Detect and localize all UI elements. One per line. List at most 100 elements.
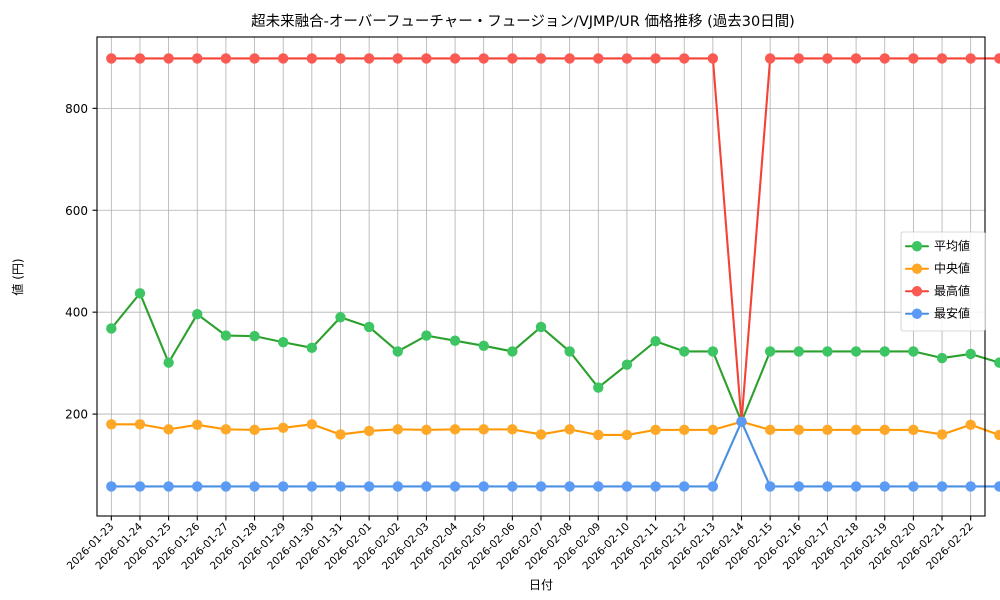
legend-swatch-marker bbox=[911, 263, 923, 274]
data-point-marker bbox=[277, 337, 289, 348]
data-point-marker bbox=[994, 429, 1000, 441]
legend-item-0[interactable]: 平均値 bbox=[904, 238, 970, 253]
data-point-marker bbox=[478, 481, 489, 492]
data-point-marker bbox=[679, 481, 690, 492]
data-point-marker bbox=[220, 330, 232, 341]
data-point-marker bbox=[965, 419, 976, 430]
data-point-marker bbox=[564, 346, 575, 357]
data-point-marker bbox=[908, 424, 919, 436]
data-point-marker bbox=[363, 321, 375, 333]
data-point-marker bbox=[449, 53, 461, 64]
data-point-marker bbox=[449, 335, 461, 346]
data-point-marker bbox=[793, 53, 805, 64]
legend-item-2[interactable]: 最高値 bbox=[904, 283, 970, 298]
legend-label: 最高値 bbox=[934, 283, 970, 298]
x-axis-label: 日付 bbox=[529, 578, 553, 592]
data-point-marker bbox=[764, 424, 776, 436]
data-point-marker bbox=[507, 346, 518, 357]
data-point-marker bbox=[965, 481, 976, 492]
data-point-marker bbox=[306, 481, 318, 492]
chart-title: 超未来融合-オーバーフューチャー・フュージョン/VJMP/UR 価格推移 (過去… bbox=[251, 13, 795, 30]
data-point-marker bbox=[908, 53, 919, 64]
data-point-marker bbox=[134, 288, 146, 299]
y-tick-label: 400 bbox=[65, 306, 88, 320]
data-point-marker bbox=[535, 321, 547, 333]
data-point-marker bbox=[449, 481, 461, 492]
data-point-marker bbox=[850, 424, 862, 436]
data-point-marker bbox=[277, 481, 289, 492]
data-point-marker bbox=[535, 53, 547, 64]
data-point-marker bbox=[736, 416, 747, 427]
legend-background bbox=[900, 231, 986, 332]
data-point-marker bbox=[421, 330, 432, 341]
data-point-marker bbox=[363, 53, 375, 64]
y-axis-label: 値 (円) bbox=[10, 258, 25, 295]
data-point-marker bbox=[879, 424, 890, 436]
data-point-marker bbox=[249, 481, 260, 492]
data-point-marker bbox=[277, 53, 289, 64]
data-point-marker bbox=[650, 336, 661, 347]
data-point-marker bbox=[306, 53, 318, 64]
data-point-marker bbox=[478, 340, 489, 352]
data-point-marker bbox=[163, 357, 174, 368]
data-point-marker bbox=[879, 53, 890, 64]
data-point-marker bbox=[707, 346, 719, 357]
data-point-marker bbox=[793, 424, 805, 436]
legend-item-3[interactable]: 最安値 bbox=[904, 305, 970, 320]
data-point-marker bbox=[192, 309, 203, 320]
data-point-marker bbox=[306, 419, 318, 430]
data-point-marker bbox=[994, 53, 1000, 64]
y-tick-label: 200 bbox=[65, 408, 88, 422]
data-point-marker bbox=[106, 53, 117, 64]
data-point-marker bbox=[106, 419, 117, 430]
data-point-marker bbox=[163, 481, 174, 492]
data-point-marker bbox=[134, 419, 146, 430]
data-point-marker bbox=[908, 346, 919, 357]
data-point-marker bbox=[650, 481, 661, 492]
data-point-marker bbox=[764, 53, 776, 64]
data-point-marker bbox=[793, 346, 805, 357]
data-point-marker bbox=[679, 424, 690, 436]
series-0 bbox=[106, 288, 1000, 427]
data-point-marker bbox=[936, 481, 948, 492]
data-point-marker bbox=[994, 357, 1000, 368]
data-point-marker bbox=[106, 481, 117, 492]
data-point-marker bbox=[363, 425, 375, 437]
data-point-marker bbox=[621, 481, 633, 492]
data-point-marker bbox=[277, 422, 289, 434]
data-point-marker bbox=[335, 312, 346, 323]
y-axis-ticks: 200 400 600 800 bbox=[65, 102, 97, 422]
data-point-marker bbox=[192, 481, 203, 492]
legend-label: 中央値 bbox=[934, 260, 970, 275]
data-point-marker bbox=[220, 424, 232, 435]
data-point-marker bbox=[822, 424, 833, 436]
data-point-marker bbox=[564, 424, 575, 435]
data-point-marker bbox=[478, 53, 489, 64]
data-point-marker bbox=[220, 53, 232, 64]
series-3 bbox=[106, 416, 1000, 492]
data-point-marker bbox=[850, 53, 862, 64]
data-point-marker bbox=[850, 481, 862, 492]
data-point-marker bbox=[392, 346, 403, 357]
data-point-marker bbox=[650, 424, 661, 436]
data-point-marker bbox=[392, 53, 403, 64]
data-point-marker bbox=[106, 323, 117, 334]
data-point-marker bbox=[707, 424, 719, 436]
data-point-marker bbox=[449, 424, 461, 435]
data-point-marker bbox=[965, 53, 976, 64]
data-point-marker bbox=[879, 346, 890, 357]
data-point-marker bbox=[707, 481, 719, 492]
data-point-marker bbox=[822, 346, 833, 357]
data-point-marker bbox=[507, 424, 518, 435]
data-point-marker bbox=[134, 53, 146, 64]
legend-swatch-marker bbox=[911, 241, 923, 252]
data-point-marker bbox=[650, 53, 661, 64]
data-point-marker bbox=[306, 342, 318, 354]
data-point-marker bbox=[850, 346, 862, 357]
legend-item-1[interactable]: 中央値 bbox=[904, 260, 970, 275]
data-point-marker bbox=[707, 53, 719, 64]
data-point-marker bbox=[507, 53, 518, 64]
